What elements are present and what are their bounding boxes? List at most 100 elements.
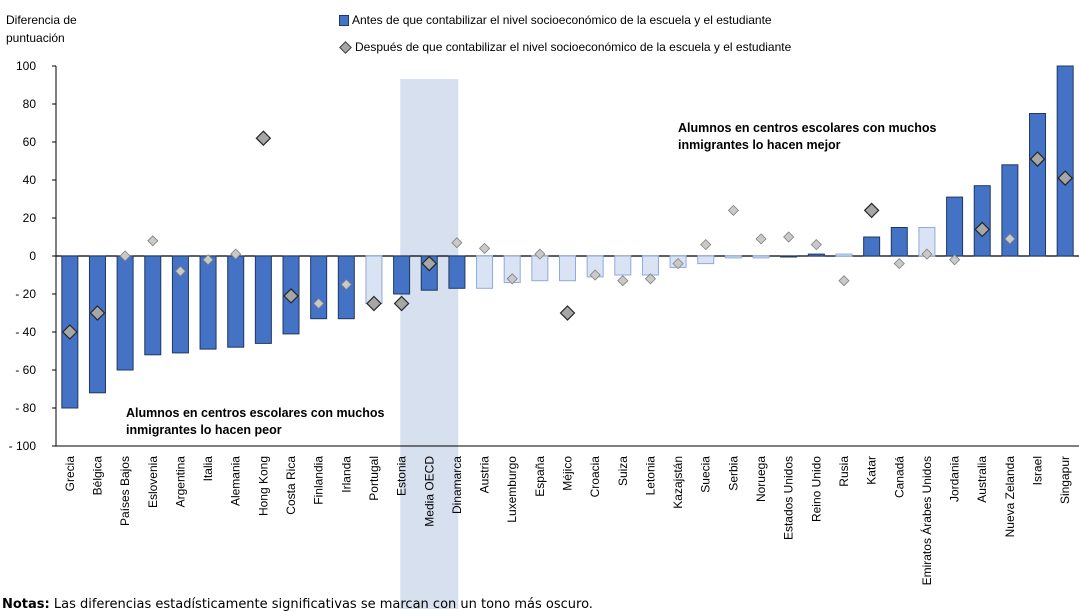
- x-tick-label: Canadá: [892, 456, 906, 498]
- diamonds-after: [61, 130, 1074, 340]
- bar-7: [227, 255, 245, 348]
- bars-before: [61, 65, 1074, 409]
- x-tick-label: Australia: [975, 456, 989, 503]
- diamond-32: [921, 248, 933, 260]
- legend-label-after: Después de que contabilizar el nivel soc…: [355, 40, 792, 54]
- bar-10: [310, 255, 328, 320]
- diamond-5: [174, 265, 186, 277]
- x-tick-labels: Grecia Bélgica Países Bajos Eslovenia Argent…: [63, 456, 1072, 586]
- annotation-worse-line1: Alumnos en centros escolares con muchos: [126, 406, 385, 420]
- diamond-29: [838, 275, 850, 287]
- diamond-25: [727, 204, 739, 216]
- bar-30: [863, 236, 881, 257]
- y-tick-label: 80: [23, 97, 37, 111]
- diamond-16: [478, 242, 491, 254]
- x-tick-label: Costa Rica: [284, 456, 298, 515]
- y-tick-label: 0: [29, 249, 36, 263]
- bar-26: [752, 255, 770, 259]
- annotation-worse-line2: inmigrantes lo hacen peor: [126, 423, 282, 437]
- diamond-8: [255, 130, 272, 147]
- oecd-highlight-band: [400, 79, 459, 609]
- bar-31: [890, 227, 908, 257]
- diamond-23: [672, 258, 684, 270]
- x-tick-label: Israel: [1031, 456, 1045, 485]
- bar-27: [780, 255, 798, 258]
- diamond-24: [700, 239, 712, 251]
- y-tick-label: 60: [23, 135, 37, 149]
- x-tick-label: Katar: [865, 456, 879, 485]
- bar-15: [448, 255, 466, 289]
- x-tick-label: Noruega: [754, 456, 768, 502]
- y-tick-label: 40: [23, 173, 37, 187]
- y-tick-label: - 40: [15, 325, 36, 339]
- diamond-27: [783, 231, 795, 243]
- bar-13: [393, 255, 411, 295]
- diamond-34: [974, 221, 991, 238]
- x-tick-label: Estonia: [395, 456, 409, 496]
- y-tick-label: 20: [23, 211, 37, 225]
- bar-19: [559, 255, 576, 282]
- diamond-26: [755, 233, 767, 245]
- diamond-17: [506, 273, 518, 285]
- annotation-better-line1: Alumnos en centros escolares con muchos: [678, 121, 937, 135]
- x-tick-label: Méjico: [561, 456, 575, 491]
- diamond-12: [366, 295, 382, 312]
- bar-35: [1001, 164, 1019, 257]
- notes-label: Notas:: [2, 597, 50, 612]
- x-tick-label: Suiza: [616, 456, 630, 486]
- y-tick-label: - 60: [15, 363, 36, 377]
- diamond-10: [313, 297, 325, 310]
- diamond-2: [89, 305, 106, 321]
- x-tick-label: Hong Kong: [256, 456, 270, 516]
- x-tick-label: Alemania: [229, 456, 243, 506]
- bar-4: [144, 255, 162, 356]
- x-tick-label: Finlandia: [312, 456, 326, 505]
- diamond-21: [617, 275, 629, 287]
- diamond-33: [949, 254, 961, 266]
- x-tick-label: Suecia: [699, 456, 713, 493]
- diamond-6: [202, 254, 214, 266]
- bar-34: [973, 185, 991, 257]
- diamond-7: [230, 248, 242, 260]
- x-tick-label: España: [533, 456, 547, 497]
- x-tick-label: Emiratos Árabes Unidos: [919, 456, 934, 585]
- x-tick-label: Nueva Zelanda: [1003, 456, 1017, 538]
- x-tick-label: Luxemburgo: [505, 456, 519, 523]
- x-tick-label: Letonia: [643, 456, 657, 496]
- diamond-37: [1057, 170, 1074, 186]
- x-tick-label: Austria: [478, 456, 492, 494]
- legend-item-before: Antes de que contabilizar el nivel socio…: [339, 13, 772, 27]
- diamond-9: [283, 288, 299, 304]
- diamond-36: [1029, 151, 1046, 167]
- diamond-31: [893, 258, 905, 270]
- diamond-20: [589, 269, 601, 281]
- diamond-14: [421, 255, 438, 272]
- oecd-average-highlight: [400, 79, 459, 609]
- legend-item-after: Después de que contabilizar el nivel soc…: [339, 40, 791, 54]
- x-tick-label: Grecia: [63, 456, 77, 492]
- x-tick-label: Irlanda: [339, 456, 353, 493]
- x-tick-label: Serbia: [726, 456, 740, 491]
- x-tick-label: Portugal: [367, 456, 381, 501]
- y-tick-label: - 100: [9, 439, 37, 453]
- annotation-better: Alumnos en centros escolares con muchos …: [678, 120, 936, 154]
- notes: Notas: Las diferencias estadísticamente …: [2, 597, 593, 612]
- diamond-1: [61, 324, 78, 340]
- diamond-22: [644, 273, 657, 285]
- bar-18: [531, 255, 549, 282]
- diamond-19: [559, 305, 576, 321]
- diamond-13: [393, 295, 410, 312]
- x-tick-label: Argentina: [173, 456, 187, 508]
- bar-25: [724, 255, 742, 259]
- bar-6: [199, 255, 217, 350]
- x-tick-label: Jordania: [948, 456, 962, 502]
- bar-37: [1056, 65, 1074, 257]
- notes-text: Las diferencias estadísticamente signifi…: [53, 597, 593, 612]
- y-axis-label-line1: Diferencia de: [6, 13, 77, 27]
- x-tick-label: Reino Unido: [809, 456, 823, 522]
- bar-36: [1029, 113, 1047, 257]
- x-tick-label: Croacia: [588, 456, 602, 498]
- x-tick-label: Singapur: [1058, 456, 1072, 504]
- y-tick-labels: 100 80 60 40 20 0 - 20 - 40 - 60 - 80 - 100: [9, 59, 37, 453]
